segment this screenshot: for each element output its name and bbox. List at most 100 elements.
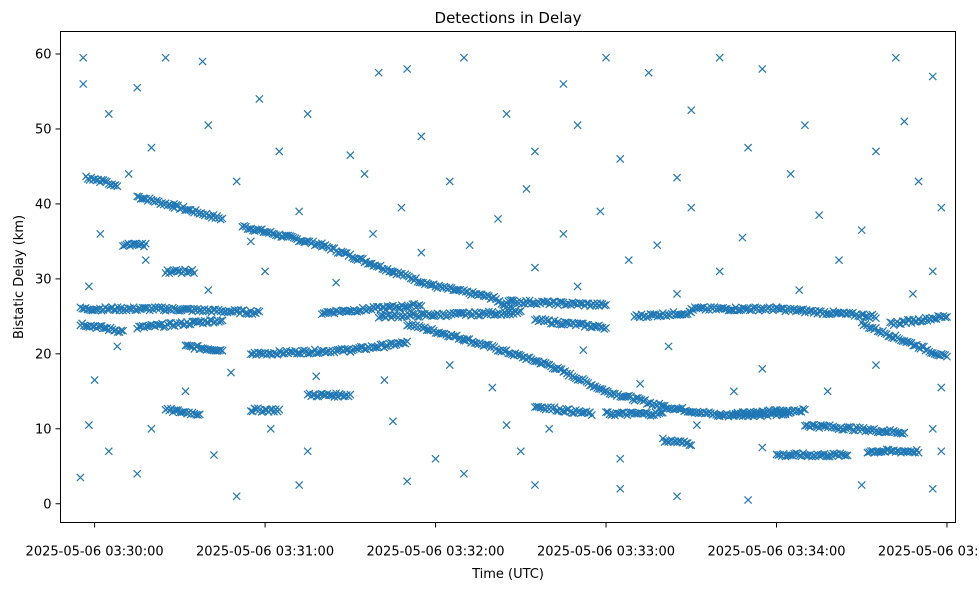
data-point: [834, 256, 844, 265]
chart-title: Detections in Delay: [435, 9, 582, 27]
data-point: [124, 169, 133, 178]
data-point: [573, 282, 582, 291]
data-point: [216, 345, 225, 354]
data-point: [941, 313, 950, 322]
data-point: [942, 312, 952, 321]
data-point: [738, 233, 747, 242]
data-point: [673, 289, 682, 298]
data-point: [871, 314, 880, 323]
x-tick-label: 2025-05-06 03:33:00: [537, 545, 675, 560]
data-point: [900, 117, 909, 126]
data-point: [257, 349, 266, 358]
data-point: [799, 404, 808, 413]
data-point: [237, 306, 246, 315]
data-point: [324, 391, 334, 400]
data-point: [573, 121, 582, 130]
data-point: [900, 428, 909, 437]
data-point: [312, 392, 321, 401]
data-point: [193, 410, 202, 419]
data-point: [555, 320, 564, 329]
data-point: [413, 301, 422, 310]
data-point: [344, 307, 353, 316]
data-point: [456, 308, 465, 317]
data-point: [726, 306, 735, 315]
data-point: [481, 340, 490, 349]
data-point: [117, 326, 126, 335]
data-point: [182, 205, 191, 214]
data-point: [118, 326, 128, 335]
data-point: [298, 346, 307, 355]
data-point: [516, 447, 525, 456]
data-point: [346, 390, 355, 399]
data-point: [452, 285, 461, 294]
data-point: [600, 301, 609, 310]
data-point: [744, 495, 753, 505]
data-point: [360, 305, 369, 314]
data-point: [257, 407, 266, 416]
data-point: [871, 147, 880, 156]
data-point: [380, 376, 389, 385]
x-axis-label: Time (UTC): [471, 567, 544, 582]
data-point: [587, 411, 596, 420]
data-point: [516, 307, 525, 316]
data-point: [562, 405, 571, 414]
data-point: [170, 199, 179, 208]
data-point: [823, 309, 833, 318]
data-point: [557, 320, 566, 329]
data-point: [295, 207, 304, 216]
data-point: [786, 169, 795, 178]
data-point: [800, 121, 809, 130]
data-point: [417, 132, 426, 141]
y-tick-label: 50: [35, 122, 52, 137]
data-point: [76, 473, 85, 482]
data-point: [575, 299, 584, 308]
data-point: [369, 229, 378, 238]
data-point: [195, 410, 204, 419]
data-point: [113, 182, 122, 191]
data-point: [190, 269, 199, 278]
data-point: [79, 79, 88, 88]
data-point: [181, 387, 190, 396]
data-point: [141, 256, 150, 265]
data-point: [246, 237, 255, 246]
data-point: [790, 449, 799, 458]
data-point: [823, 387, 832, 396]
data-point: [530, 357, 540, 366]
data-point: [192, 410, 201, 419]
data-point: [545, 424, 554, 433]
data-point: [96, 229, 105, 238]
data-point: [843, 451, 852, 460]
data-point: [417, 248, 426, 257]
data-point: [261, 267, 270, 276]
y-tick-label: 30: [35, 272, 52, 287]
data-point: [729, 387, 738, 396]
data-point: [346, 151, 355, 160]
data-point: [687, 203, 696, 212]
data-point: [388, 311, 397, 320]
data-point: [204, 121, 213, 130]
data-point: [165, 318, 174, 328]
data-point: [332, 278, 341, 287]
data-point: [415, 278, 424, 287]
data-point: [250, 404, 259, 413]
data-point: [792, 449, 801, 458]
y-axis-label: Bistatic Delay (km): [12, 215, 27, 339]
data-point: [141, 239, 150, 248]
data-point: [877, 447, 886, 456]
data-point: [636, 379, 645, 388]
data-point: [818, 421, 827, 430]
data-point: [623, 392, 632, 401]
data-point: [390, 341, 399, 350]
data-point: [230, 305, 239, 314]
data-point: [673, 492, 682, 501]
data-point: [226, 368, 236, 377]
data-point: [99, 324, 108, 333]
data-point: [371, 343, 380, 352]
data-point: [784, 451, 793, 460]
data-point: [616, 484, 625, 493]
data-point: [374, 68, 383, 77]
data-point: [733, 306, 742, 315]
data-point: [514, 307, 524, 316]
data-point: [312, 372, 321, 381]
data-point: [596, 207, 605, 216]
